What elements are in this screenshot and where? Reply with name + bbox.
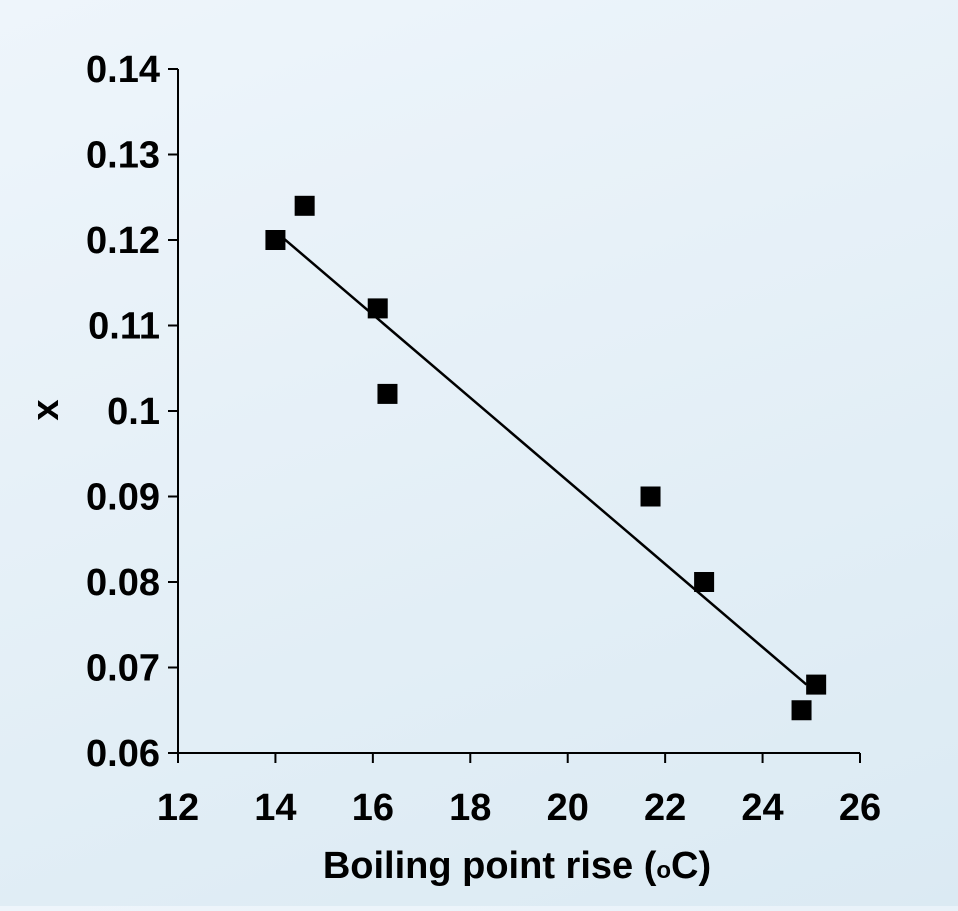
x-tick-label: 22 [644,787,686,829]
x-tick-label: 24 [741,787,783,829]
data-point [377,383,398,404]
data-point [791,700,812,721]
x-axis-title-main: Boiling point rise ( [323,845,657,887]
data-point [367,298,388,319]
trendline [274,230,808,686]
data-point [294,195,315,216]
x-tick-label: 16 [352,787,394,829]
y-axis-title: x [25,399,67,420]
data-point [694,572,715,592]
y-tick-label: 0.12 [86,220,160,262]
y-tick-label: 0.09 [86,477,160,519]
trendline-layer [274,230,808,686]
x-axis-title: Boiling point rise (oC) [323,845,711,887]
y-tick-label: 0.06 [86,733,160,775]
x-tick-label: 12 [157,787,199,829]
data-points [265,195,827,721]
y-tick-label: 0.14 [86,49,160,91]
x-axis-title-degree: o [656,857,671,884]
y-tick-label: 0.13 [86,135,160,177]
y-tick-label: 0.08 [86,562,160,604]
axes [168,68,861,763]
y-tick-label: 0.1 [107,391,160,433]
data-point [806,674,827,695]
data-point [640,486,661,507]
x-tick-label: 26 [839,787,881,829]
data-point [265,230,286,250]
x-tick-label: 14 [254,787,296,829]
y-tick-label: 0.07 [86,648,160,690]
x-tick-label: 20 [547,787,589,829]
x-tick-label: 18 [449,787,491,829]
x-axis-title-unit: C) [671,845,711,887]
tick-labels: 12 14 16 18 20 22 24 26 0.06 0.07 0.08 0.09 0.1 0.11 0… [86,49,881,829]
y-tick-label: 0.11 [88,306,160,348]
